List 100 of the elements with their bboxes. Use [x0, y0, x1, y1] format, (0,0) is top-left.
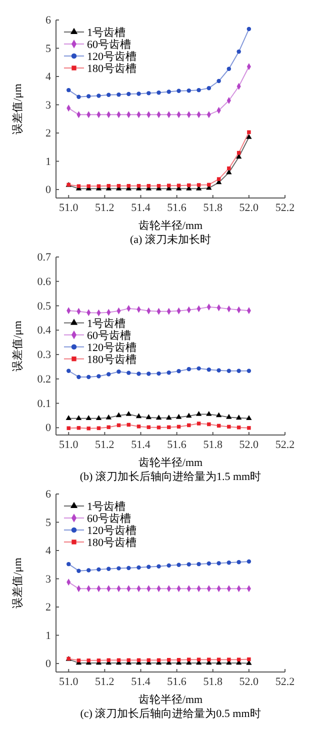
y-tick-label: 2	[46, 602, 51, 614]
y-tick-label: 0.1	[37, 398, 51, 410]
point	[116, 92, 121, 97]
point	[76, 94, 81, 99]
point	[207, 658, 211, 662]
point	[96, 94, 101, 98]
point	[176, 369, 181, 374]
x-axis-title: 齿轮半径/mm	[138, 219, 204, 232]
point	[216, 177, 221, 181]
y-tick-label: 5	[46, 516, 52, 529]
point	[206, 410, 212, 416]
y-tick-label: 3	[46, 573, 52, 586]
x-tick-label: 52.2	[275, 438, 295, 451]
point	[236, 414, 242, 420]
legend-label: 120号齿槽	[87, 524, 136, 537]
point	[136, 92, 141, 96]
legend-label: 180号齿槽	[87, 536, 136, 549]
point	[166, 414, 172, 420]
x-tick-label: 51.6	[167, 202, 187, 214]
point	[216, 561, 221, 566]
point	[126, 410, 132, 416]
x-tick-label: 51.6	[167, 676, 187, 688]
point	[207, 422, 211, 426]
point	[246, 415, 252, 420]
point	[76, 374, 81, 380]
point	[166, 370, 171, 375]
y-tick-label: 3	[46, 99, 52, 112]
legend-label: 60号齿槽	[87, 512, 131, 525]
legend-label: 120号齿槽	[87, 340, 136, 354]
point	[196, 88, 201, 92]
point	[146, 372, 151, 376]
point	[166, 563, 171, 568]
point	[156, 564, 161, 568]
x-tick-label: 51.0	[58, 438, 79, 451]
point	[207, 182, 211, 187]
point	[76, 568, 81, 573]
y-tick-label: 0.5	[37, 300, 52, 312]
x-tick-label: 52.0	[239, 202, 260, 214]
y-tick-label: 0	[46, 184, 52, 196]
point	[86, 415, 92, 420]
y-tick-label: 4	[46, 71, 52, 84]
point	[96, 415, 102, 420]
point	[226, 560, 232, 565]
point	[186, 562, 192, 566]
point	[176, 184, 181, 188]
point	[236, 368, 241, 373]
x-axis-title: 齿轮半径/mm	[138, 456, 204, 469]
point	[116, 566, 121, 570]
text: (c) 滚刀加长后轴向进给量为0.5 mm时	[80, 707, 261, 720]
point	[136, 424, 141, 428]
x-tick-label: 51.4	[131, 676, 151, 688]
point	[76, 426, 81, 430]
y-tick-label: 1	[46, 156, 51, 168]
point	[236, 426, 241, 430]
point	[136, 372, 141, 376]
point	[247, 130, 251, 134]
point	[86, 374, 91, 380]
point	[156, 414, 162, 420]
point	[226, 414, 232, 419]
legend-label: 1号齿槽	[87, 500, 126, 513]
legend-label: 1号齿槽	[87, 26, 126, 39]
point	[216, 78, 221, 84]
point	[146, 564, 151, 569]
y-tick-label: 0.6	[37, 276, 52, 288]
point	[176, 562, 181, 568]
point	[187, 423, 191, 428]
point	[66, 368, 71, 373]
point	[126, 92, 131, 96]
y-tick-label: 6	[46, 14, 52, 27]
point	[187, 658, 191, 662]
point	[146, 91, 151, 96]
point	[226, 368, 232, 373]
point	[196, 410, 202, 416]
point	[86, 568, 91, 572]
point	[196, 422, 201, 426]
legend-label: 120号齿槽	[87, 50, 136, 63]
y-axis-title: 误差值/μm	[12, 557, 24, 608]
point	[247, 426, 251, 430]
x-tick-label: 51.8	[203, 438, 223, 451]
point	[126, 566, 131, 570]
x-tick-label: 51.0	[58, 202, 79, 214]
point	[206, 368, 212, 372]
y-tick-label: 4	[46, 545, 52, 558]
legend-label: 180号齿槽	[87, 352, 136, 366]
point	[146, 414, 152, 420]
point	[227, 166, 231, 170]
x-tick-label: 52.0	[239, 438, 260, 451]
x-tick-label: 52.2	[275, 202, 295, 214]
point	[186, 88, 192, 93]
point	[196, 658, 201, 662]
point	[66, 562, 71, 566]
x-axis-title: 齿轮半径/mm	[138, 693, 204, 706]
y-tick-label: 2	[46, 128, 51, 140]
y-tick-label: 0.4	[37, 324, 52, 337]
point	[136, 413, 142, 418]
point	[236, 560, 241, 564]
y-tick-label: 1	[46, 630, 51, 642]
legend-label: 180号齿槽	[87, 62, 136, 75]
point	[166, 90, 171, 94]
x-tick-label: 52.0	[239, 676, 260, 688]
